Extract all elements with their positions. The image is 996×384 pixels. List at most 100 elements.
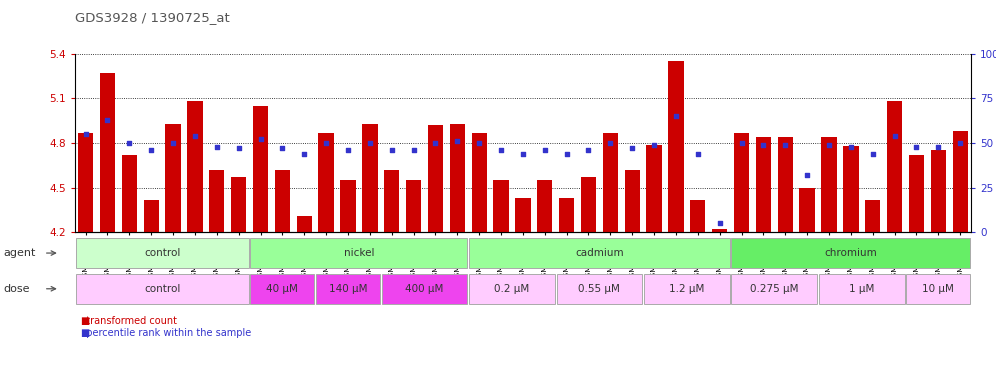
Point (187, 133, 203, 139)
Bar (209, 170, 224, 232)
Text: dose: dose (3, 284, 30, 294)
Bar (952, 131, 968, 232)
Point (143, 147, 159, 153)
Bar (624, 170, 639, 232)
Point (581, 147, 597, 153)
Bar (756, 137, 771, 232)
Point (908, 144, 924, 150)
Bar (886, 101, 902, 232)
Point (318, 140, 334, 146)
Bar (515, 198, 531, 232)
Bar (866, 200, 880, 232)
Point (471, 140, 487, 146)
Point (930, 144, 946, 150)
Bar (165, 124, 180, 232)
Bar (187, 101, 202, 232)
Bar (406, 180, 421, 232)
Bar (471, 132, 487, 232)
Bar (844, 146, 859, 232)
FancyBboxPatch shape (469, 238, 730, 268)
Bar (778, 137, 793, 232)
Point (668, 113, 684, 119)
Bar (930, 151, 946, 232)
FancyBboxPatch shape (381, 274, 467, 304)
Text: 0.275 μM: 0.275 μM (750, 284, 799, 294)
Point (537, 147, 553, 153)
Point (427, 140, 443, 146)
Point (449, 138, 465, 144)
Text: 40 μM: 40 μM (267, 284, 299, 294)
Point (952, 140, 968, 146)
Bar (275, 170, 290, 232)
Point (209, 144, 225, 150)
Text: 400 μM: 400 μM (405, 284, 443, 294)
Point (78, 131, 94, 137)
Text: 10 μM: 10 μM (922, 284, 954, 294)
Text: control: control (144, 284, 180, 294)
FancyBboxPatch shape (819, 274, 904, 304)
FancyBboxPatch shape (731, 274, 817, 304)
Bar (122, 155, 137, 232)
FancyBboxPatch shape (250, 274, 315, 304)
Bar (646, 144, 661, 232)
Text: 1 μM: 1 μM (850, 284, 874, 294)
Bar (690, 200, 705, 232)
Point (799, 172, 815, 178)
Text: control: control (144, 248, 180, 258)
Bar (363, 124, 377, 232)
Bar (822, 137, 837, 232)
FancyBboxPatch shape (250, 238, 467, 268)
Point (231, 145, 247, 151)
Point (275, 145, 291, 151)
Bar (908, 155, 924, 232)
Bar (78, 132, 94, 232)
Bar (297, 216, 312, 232)
Point (603, 140, 619, 146)
Text: nickel: nickel (344, 248, 374, 258)
Point (886, 133, 902, 139)
Bar (319, 132, 334, 232)
Text: chromium: chromium (825, 248, 877, 258)
Text: 140 μM: 140 μM (329, 284, 368, 294)
Point (865, 151, 880, 157)
Bar (493, 180, 509, 232)
FancyBboxPatch shape (644, 274, 730, 304)
Point (362, 140, 377, 146)
Point (405, 147, 421, 153)
Bar (384, 170, 399, 232)
Bar (449, 124, 465, 232)
Point (253, 136, 269, 142)
Point (843, 144, 859, 150)
Bar (603, 132, 618, 232)
Point (515, 151, 531, 157)
Bar (428, 125, 443, 232)
Bar (537, 180, 553, 232)
Text: cadmium: cadmium (575, 248, 623, 258)
FancyBboxPatch shape (731, 238, 970, 268)
Text: percentile rank within the sample: percentile rank within the sample (80, 328, 251, 338)
Bar (100, 73, 116, 232)
Bar (341, 180, 356, 232)
Point (734, 140, 750, 146)
Point (690, 151, 706, 157)
Bar (581, 177, 597, 232)
Bar (253, 106, 268, 232)
Point (296, 151, 312, 157)
Point (340, 147, 356, 153)
Text: 0.55 μM: 0.55 μM (579, 284, 621, 294)
Point (821, 142, 837, 148)
Text: ■: ■ (80, 328, 89, 338)
Bar (712, 229, 727, 232)
Bar (143, 200, 159, 232)
Point (100, 117, 116, 123)
Bar (231, 177, 246, 232)
Bar (668, 61, 683, 232)
FancyBboxPatch shape (906, 274, 970, 304)
Text: 1.2 μM: 1.2 μM (669, 284, 704, 294)
FancyBboxPatch shape (76, 238, 249, 268)
Point (712, 220, 728, 227)
Point (559, 151, 575, 157)
FancyBboxPatch shape (316, 274, 379, 304)
Point (646, 142, 662, 148)
Point (122, 140, 137, 146)
